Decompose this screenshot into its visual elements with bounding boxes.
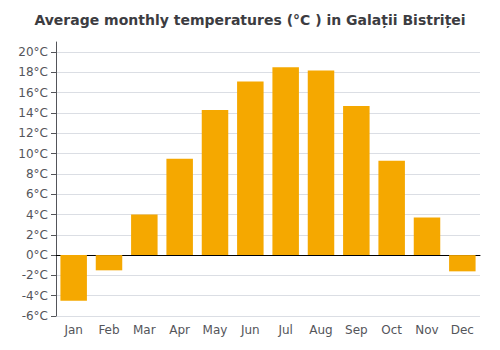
svg-text:10°C: 10°C bbox=[18, 147, 48, 161]
svg-text:18°C: 18°C bbox=[18, 65, 48, 79]
svg-text:Jun: Jun bbox=[240, 323, 260, 337]
svg-text:2°C: 2°C bbox=[26, 228, 48, 242]
svg-text:May: May bbox=[203, 323, 228, 337]
svg-text:-4°C: -4°C bbox=[22, 289, 48, 303]
svg-text:Average monthly temperatures (: Average monthly temperatures (°C ) in Ga… bbox=[34, 12, 465, 29]
svg-text:Nov: Nov bbox=[415, 323, 438, 337]
svg-text:Aug: Aug bbox=[309, 323, 332, 337]
svg-text:Mar: Mar bbox=[133, 323, 156, 337]
svg-text:-2°C: -2°C bbox=[22, 268, 48, 282]
svg-text:Feb: Feb bbox=[98, 323, 119, 337]
svg-text:-6°C: -6°C bbox=[22, 309, 48, 323]
svg-text:14°C: 14°C bbox=[18, 106, 48, 120]
svg-text:8°C: 8°C bbox=[26, 167, 48, 181]
svg-text:12°C: 12°C bbox=[18, 126, 48, 140]
svg-text:Sep: Sep bbox=[345, 323, 368, 337]
svg-text:Jul: Jul bbox=[277, 323, 292, 337]
svg-text:16°C: 16°C bbox=[18, 86, 48, 100]
svg-text:Apr: Apr bbox=[169, 323, 190, 337]
svg-text:Oct: Oct bbox=[381, 323, 402, 337]
svg-text:0°C: 0°C bbox=[26, 248, 48, 262]
svg-text:4°C: 4°C bbox=[26, 208, 48, 222]
svg-text:20°C: 20°C bbox=[18, 45, 48, 59]
svg-text:Dec: Dec bbox=[451, 323, 474, 337]
svg-text:Jan: Jan bbox=[63, 323, 83, 337]
svg-text:6°C: 6°C bbox=[26, 187, 48, 201]
